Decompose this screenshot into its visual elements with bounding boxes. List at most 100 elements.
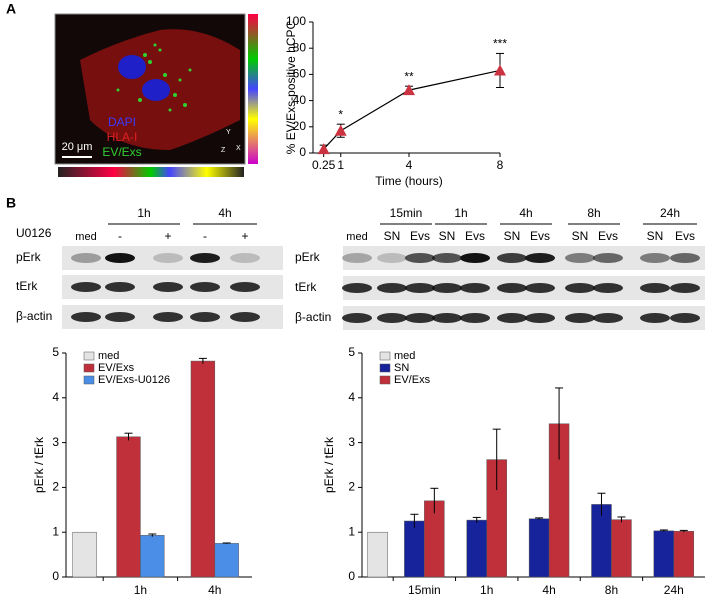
legend-label: med: [394, 350, 415, 362]
panel-label: B: [6, 195, 16, 211]
legend-label: EV/Exs-U0126: [98, 374, 170, 386]
y-tick-label: 80: [293, 40, 307, 54]
y-tick-label: 5: [52, 345, 59, 359]
group-label: 1h: [137, 206, 150, 220]
blot-band: [153, 282, 183, 292]
y-tick-label: 100: [286, 14, 306, 28]
marker: [494, 64, 506, 76]
blot-band: [670, 313, 700, 323]
lane-label: SN: [439, 229, 456, 243]
significance-label: *: [338, 107, 343, 121]
row-label: pErk: [16, 250, 42, 264]
x-tick-label: 4: [406, 158, 413, 172]
significance-label: **: [404, 69, 414, 83]
blot-band: [190, 312, 220, 322]
blot-band: [565, 283, 595, 293]
x-tick-label: 15min: [408, 583, 441, 594]
blot-band: [432, 253, 462, 263]
blot-band: [71, 312, 101, 322]
lane-label: +: [241, 229, 248, 243]
blot-band: [593, 283, 623, 293]
blot-band: [377, 253, 407, 263]
lane-label: Evs: [410, 229, 430, 243]
channel-label: HLA-I: [107, 130, 138, 144]
lane-label: SN: [572, 229, 589, 243]
axis-gizmo-label: Y: [226, 129, 231, 136]
control-label: med: [346, 231, 367, 243]
blot-band: [342, 283, 372, 293]
blot-band: [190, 282, 220, 292]
blot-band: [71, 253, 101, 263]
blot-band: [670, 253, 700, 263]
x-tick-label: 1: [337, 158, 344, 172]
legend-label: EV/Exs: [394, 374, 431, 386]
blot-band: [342, 313, 372, 323]
x-tick-label: 0.25: [312, 158, 336, 172]
x-tick-label: 4h: [542, 583, 555, 594]
legend-swatch: [379, 363, 391, 373]
blot-band: [405, 253, 435, 263]
blot-band: [342, 253, 372, 263]
y-axis-label: % EV/Exs-positive hCPC: [284, 20, 298, 154]
lane-label: +: [164, 229, 171, 243]
axis-gizmo-label: Z: [221, 147, 226, 154]
row-label: tErk: [295, 280, 317, 294]
group-label: 4h: [519, 206, 532, 220]
row-label: β-actin: [295, 310, 331, 324]
y-tick-label: 0: [52, 569, 59, 583]
blot-band: [565, 253, 595, 263]
bar: [653, 530, 675, 578]
row-label: pErk: [295, 250, 321, 264]
blot-band: [497, 313, 527, 323]
marker: [334, 124, 347, 136]
legend-swatch: [83, 363, 95, 373]
blot-band: [153, 253, 183, 263]
lane-label: Evs: [530, 229, 550, 243]
lane-label: Evs: [465, 229, 485, 243]
y-tick-label: 0: [299, 145, 306, 159]
blot-band: [565, 313, 595, 323]
bar: [214, 543, 239, 578]
significance-label: ***: [493, 37, 507, 51]
blot-band: [670, 283, 700, 293]
bar: [611, 519, 632, 578]
blot-band: [640, 313, 670, 323]
x-tick-label: 1h: [480, 583, 493, 594]
y-tick-label: 4: [348, 390, 355, 404]
blot-band: [460, 253, 490, 263]
blot-band: [153, 312, 183, 322]
y-axis-label: pErk / tErk: [322, 436, 336, 493]
blot-band: [105, 312, 135, 322]
blot-band: [405, 283, 435, 293]
lane-label: SN: [504, 229, 521, 243]
blot-band: [230, 253, 260, 263]
blot-band: [593, 253, 623, 263]
legend-swatch: [83, 351, 95, 361]
micrograph: [54, 13, 258, 177]
lane-label: Evs: [598, 229, 618, 243]
blot-band: [432, 283, 462, 293]
x-tick-label: 1h: [134, 583, 147, 594]
blot-band: [460, 313, 490, 323]
y-tick-label: 3: [348, 435, 355, 449]
y-tick-label: 3: [52, 435, 59, 449]
bar: [116, 436, 141, 578]
scale-bar-label: 20 μm: [62, 141, 93, 153]
control-label: med: [75, 231, 96, 243]
y-tick-label: 5: [348, 345, 355, 359]
lane-label: SN: [647, 229, 664, 243]
y-tick-label: 40: [293, 93, 307, 107]
blot-band: [405, 313, 435, 323]
y-tick-label: 4: [52, 390, 59, 404]
bar: [72, 531, 97, 578]
x-tick-label: 24h: [664, 583, 684, 594]
blot-strip: [62, 246, 283, 270]
blot-band: [377, 313, 407, 323]
y-tick-label: 1: [52, 524, 59, 538]
lane-label: SN: [384, 229, 401, 243]
panel-label: A: [6, 1, 16, 17]
treatment-label: U0126: [16, 226, 52, 240]
bar: [528, 518, 550, 578]
blot-band: [525, 283, 555, 293]
